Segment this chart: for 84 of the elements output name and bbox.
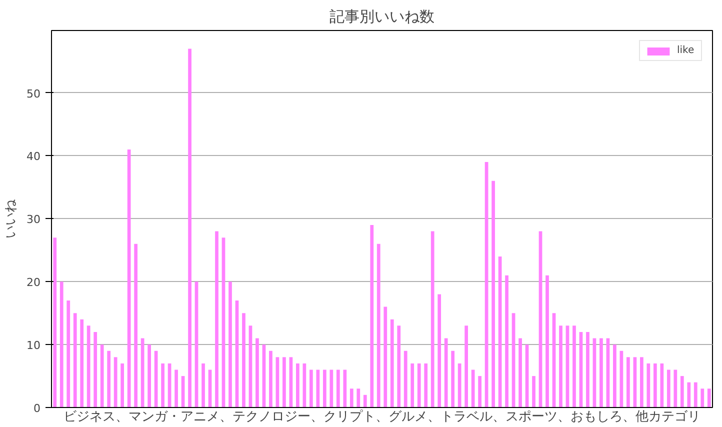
bar — [60, 282, 64, 408]
bar — [134, 244, 138, 408]
bar — [256, 338, 259, 408]
bar — [350, 388, 354, 408]
bar — [666, 370, 670, 408]
bar — [282, 357, 286, 408]
bar — [438, 294, 442, 408]
bar — [296, 363, 300, 408]
bar — [626, 357, 630, 408]
bar — [174, 370, 178, 408]
bar — [188, 48, 192, 408]
bar — [66, 300, 70, 408]
bar — [586, 332, 590, 408]
y-tick-label: 30 — [26, 213, 41, 226]
bar — [640, 357, 644, 408]
bar — [633, 357, 637, 408]
bar — [302, 363, 306, 408]
bar — [370, 224, 374, 408]
bar — [336, 370, 340, 408]
bar — [505, 275, 508, 408]
bar — [100, 344, 104, 408]
bar — [53, 238, 57, 408]
bar — [687, 382, 691, 408]
y-tick-label: 50 — [26, 87, 41, 100]
bar — [674, 370, 678, 408]
bar — [444, 338, 448, 408]
bar — [410, 363, 414, 408]
bar — [107, 350, 111, 408]
bar — [161, 363, 164, 408]
bar — [86, 326, 90, 408]
y-axis-title: いいね — [4, 198, 19, 238]
bar — [127, 149, 131, 408]
bar — [404, 350, 408, 408]
bar — [680, 376, 684, 408]
bar — [309, 370, 313, 408]
bar — [700, 388, 704, 408]
bar — [114, 357, 118, 408]
bar — [417, 363, 421, 408]
bar — [492, 180, 495, 408]
bar — [464, 326, 468, 408]
bar — [316, 370, 320, 408]
bar — [646, 363, 650, 408]
bar — [390, 319, 394, 408]
bar — [356, 388, 360, 408]
bar — [202, 363, 205, 408]
bar — [572, 326, 576, 408]
bar — [653, 363, 657, 408]
bar — [148, 344, 151, 408]
bar — [330, 370, 334, 408]
bar — [424, 363, 428, 408]
bar — [376, 244, 380, 408]
bar — [269, 350, 272, 408]
y-tick-label: 40 — [26, 150, 41, 164]
bar — [215, 231, 218, 408]
bar — [532, 376, 536, 408]
bar — [343, 370, 347, 408]
bar — [397, 326, 401, 408]
x-axis-title: ビジネス、マンガ・アニメ、テクノロジー、クリプト、グルメ、トラベル、スポーツ、おもしろ、他カテゴリ — [64, 410, 700, 424]
bar — [451, 350, 455, 408]
bar — [120, 363, 124, 408]
y-tick-label: 0 — [34, 402, 40, 415]
legend-label: like — [677, 45, 696, 56]
bar — [322, 370, 326, 408]
bar — [694, 382, 698, 408]
bar — [430, 231, 434, 408]
chart-title: 記事別いいね数 — [330, 8, 434, 26]
bar — [384, 306, 388, 408]
bar — [94, 332, 98, 408]
bar — [80, 319, 84, 408]
bar — [613, 344, 616, 408]
bar — [458, 363, 462, 408]
bar — [546, 275, 549, 408]
bar — [660, 363, 664, 408]
bar — [363, 394, 367, 408]
bar — [478, 376, 482, 408]
bar — [707, 388, 711, 408]
bar — [518, 338, 522, 408]
bar — [228, 282, 232, 408]
bar — [73, 313, 77, 408]
y-tick-label: 10 — [26, 339, 41, 352]
y-tick-label: 20 — [26, 276, 41, 290]
bar — [559, 326, 562, 408]
bar — [242, 313, 246, 408]
bar — [600, 338, 603, 408]
